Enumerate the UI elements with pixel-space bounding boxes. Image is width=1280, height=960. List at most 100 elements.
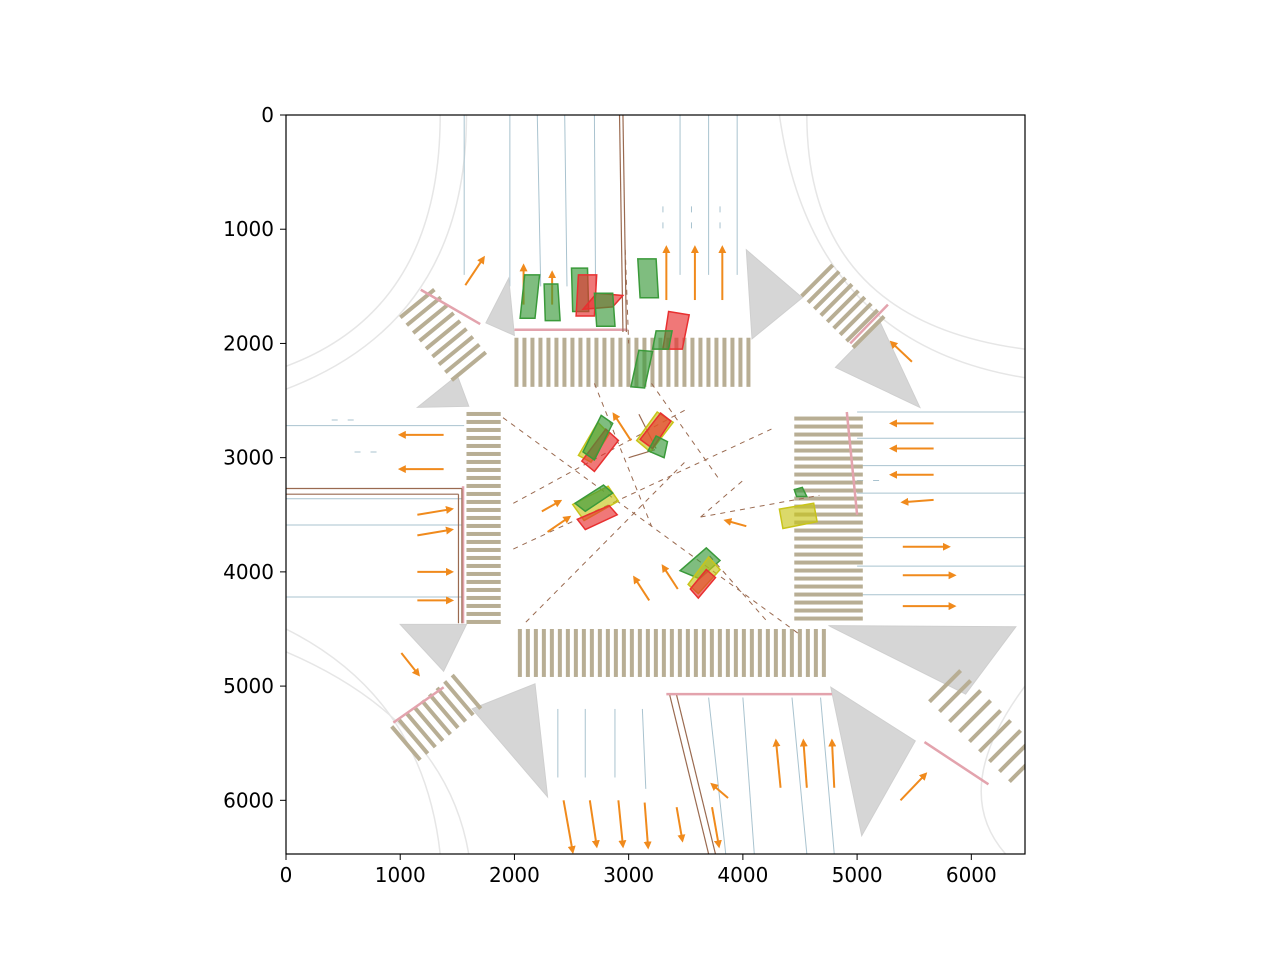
crosswalk-stripe <box>794 528 863 533</box>
dashed-guide <box>513 428 772 550</box>
crosswalk-stripe <box>794 616 863 621</box>
crosswalk-stripe <box>466 515 501 520</box>
guide-line <box>622 115 627 333</box>
object-box-green <box>651 330 674 350</box>
direction-arrow <box>464 255 485 286</box>
crosswalk-stripe <box>466 475 501 480</box>
guide-line <box>676 695 717 854</box>
crosswalk-stripe <box>682 337 687 387</box>
crosswalk-stripe <box>466 435 501 440</box>
direction-arrow <box>799 738 808 788</box>
road-edge <box>286 628 441 854</box>
crosswalk-stripe <box>405 712 437 749</box>
x-tick-label: 2000 <box>489 863 540 887</box>
crosswalk-stripe <box>466 491 501 496</box>
direction-arrow <box>675 807 686 843</box>
direction-arrow <box>900 497 934 506</box>
traffic-island <box>471 683 549 799</box>
crosswalk-stripe <box>522 337 527 387</box>
map-layer <box>286 115 1025 854</box>
crosswalk-stripe <box>450 673 483 710</box>
crosswalk-stripe <box>466 499 501 504</box>
traffic-island <box>485 276 515 337</box>
crosswalk-stripe <box>443 680 475 717</box>
crosswalk-stripe <box>812 276 847 311</box>
object-box-green <box>637 258 660 299</box>
crosswalk-stripe <box>698 337 703 387</box>
crosswalk-stripe <box>626 337 631 387</box>
crosswalk-stripe <box>669 628 674 677</box>
crosswalk-stripe <box>602 337 607 387</box>
crosswalk-stripe <box>722 337 727 387</box>
direction-arrow <box>417 506 454 516</box>
object-box-green <box>678 546 722 580</box>
crosswalk-stripe <box>825 289 860 324</box>
object-box-green <box>582 414 614 462</box>
crosswalk-stripe <box>586 337 591 387</box>
crosswalk-stripe <box>431 327 468 359</box>
object-box-green <box>793 486 809 498</box>
y-tick-label: 5000 <box>223 674 274 698</box>
object-box-green <box>647 435 669 459</box>
stop-line <box>392 686 445 724</box>
crosswalk-stripe <box>517 628 522 677</box>
dashed-guide <box>700 494 820 518</box>
crosswalk-stripe <box>998 743 1025 774</box>
crosswalk-stripe <box>581 628 586 677</box>
crosswalk-stripe <box>661 628 666 677</box>
crosswalk-stripe <box>597 628 602 677</box>
crosswalk-stripe <box>749 628 754 677</box>
crosswalk-stripe <box>794 416 863 421</box>
object-box-green <box>519 274 541 320</box>
crosswalk-stripe <box>466 411 501 416</box>
crosswalk-stripe <box>800 263 835 298</box>
crosswalk-stripe <box>435 686 468 723</box>
road-edge <box>806 115 1025 350</box>
y-tick-label: 0 <box>261 103 274 127</box>
lane-line <box>742 697 755 854</box>
crosswalk-stripe <box>405 295 443 327</box>
traffic-island <box>830 686 916 838</box>
crosswalk-stripe <box>412 705 445 742</box>
x-tick-label: 3000 <box>603 863 654 887</box>
y-tick-label: 1000 <box>223 217 274 241</box>
crosswalk-stripe <box>578 337 583 387</box>
crosswalk-stripe <box>565 628 570 677</box>
crosswalk-stripe <box>968 709 1002 744</box>
crosswalk-stripe <box>466 579 501 584</box>
crosswalk-stripe <box>466 419 501 424</box>
lane-line <box>820 697 835 854</box>
crosswalk-stripe <box>397 718 430 755</box>
crosswalk-stripe <box>554 337 559 387</box>
direction-arrow <box>711 806 722 849</box>
crosswalk-stripe <box>693 628 698 677</box>
crosswalk-stripe <box>573 628 578 677</box>
crosswalk-stripe <box>725 628 730 677</box>
crosswalk-stripe <box>466 571 501 576</box>
dashed-guide <box>525 460 687 623</box>
crosswalk-stripe <box>466 547 501 552</box>
x-tick-label: 5000 <box>832 863 883 887</box>
crosswalk-stripe <box>420 699 452 736</box>
object-box-yellow <box>778 502 818 530</box>
crosswalk-stripe <box>466 459 501 464</box>
object-box-green <box>573 484 614 513</box>
crosswalk-stripe <box>794 600 863 605</box>
crosswalk-stripe <box>794 472 863 477</box>
crosswalk-stripe <box>794 440 863 445</box>
crosswalk-stripe <box>794 448 863 453</box>
direction-arrow <box>633 575 651 601</box>
crosswalk-stripe <box>701 628 706 677</box>
crosswalk-stripe <box>794 544 863 549</box>
crosswalk-stripe <box>794 504 863 509</box>
crosswalk-stripe <box>466 531 501 536</box>
traffic-island <box>399 623 468 673</box>
crosswalk-stripe <box>658 337 663 387</box>
object-box-red <box>689 568 717 600</box>
crosswalk-stripe <box>794 576 863 581</box>
crosswalk-stripe <box>845 308 880 343</box>
direction-arrow <box>541 499 563 513</box>
crosswalk-west <box>466 411 501 624</box>
object-box-green <box>543 283 561 322</box>
